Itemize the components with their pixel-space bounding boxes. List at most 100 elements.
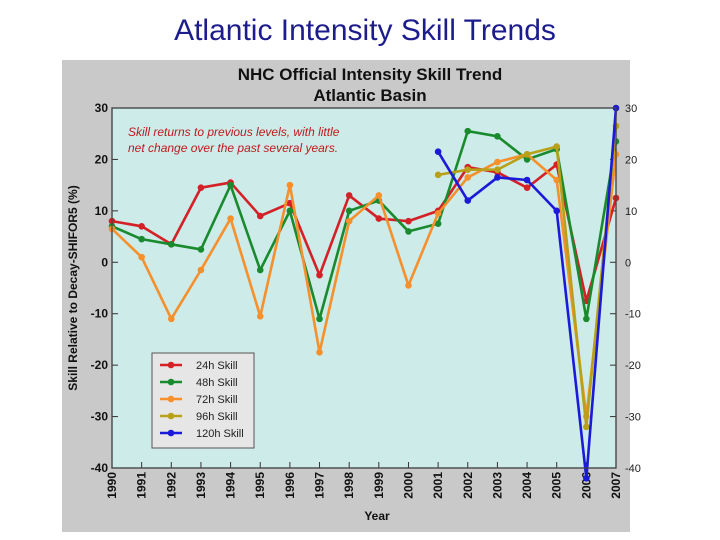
y-tick-label-right: 10 [625, 206, 637, 218]
legend-label: 120h Skill [196, 428, 244, 440]
x-tick-label: 1993 [194, 472, 208, 499]
legend-marker [167, 412, 175, 420]
data-point-48h-skill [464, 127, 472, 135]
x-tick-label: 2006 [579, 472, 593, 499]
y-tick-label-right: -40 [625, 463, 641, 475]
data-point-96h-skill [553, 143, 561, 150]
legend-label: 24h Skill [196, 360, 238, 372]
data-point-48h-skill [523, 156, 531, 163]
x-tick-label: 1995 [253, 472, 267, 499]
data-point-48h-skill [405, 228, 412, 235]
x-tick-label: 2007 [609, 472, 623, 499]
data-point-48h-skill [256, 266, 264, 274]
data-point-96h-skill [494, 166, 501, 174]
legend-marker [167, 378, 175, 386]
data-point-48h-skill [583, 315, 590, 323]
y-tick-label: -30 [91, 410, 109, 424]
data-point-96h-skill [523, 150, 531, 158]
data-point-24h-skill [197, 184, 205, 192]
data-point-48h-skill [138, 235, 145, 243]
x-axis-label: Year [364, 509, 390, 523]
x-tick-label: 2003 [490, 472, 504, 499]
data-point-48h-skill [345, 207, 353, 215]
x-tick-label: 2005 [550, 472, 564, 499]
annotation-line-1: Skill returns to previous levels, with l… [128, 125, 340, 139]
data-point-48h-skill [316, 315, 323, 323]
x-tick-label: 2000 [401, 472, 415, 499]
data-point-48h-skill [167, 240, 175, 248]
chart-title: NHC Official Intensity Skill Trend [238, 65, 503, 84]
data-point-72h-skill [227, 215, 234, 222]
data-point-120h-skill [523, 176, 531, 184]
y-tick-label: -10 [91, 307, 109, 321]
y-tick-label-right: -20 [625, 360, 641, 372]
legend-label: 72h Skill [196, 394, 238, 406]
data-point-72h-skill [256, 312, 264, 320]
data-point-96h-skill [583, 423, 590, 431]
y-tick-label: -20 [91, 358, 109, 372]
data-point-72h-skill [286, 181, 294, 189]
data-point-48h-skill [197, 246, 205, 253]
legend-marker [167, 395, 175, 403]
y-tick-label-right: -30 [625, 412, 641, 424]
x-tick-label: 1999 [372, 472, 386, 499]
y-tick-label-right: 0 [625, 257, 631, 269]
data-point-24h-skill [345, 192, 353, 199]
legend: 24h Skill 48h Skill 72h Skill 96h Skill 120h… [151, 352, 255, 449]
data-point-48h-skill [494, 132, 501, 140]
annotation-line-2: net change over the past several years. [128, 141, 338, 155]
x-tick-label: 1996 [283, 472, 297, 499]
chart-subtitle: Atlantic Basin [313, 86, 426, 105]
y-tick-label-right: -10 [625, 309, 641, 321]
x-tick-label: 1998 [342, 472, 356, 499]
plot-border [111, 107, 617, 469]
legend-marker [167, 361, 175, 369]
y-tick-label: -40 [91, 461, 109, 475]
x-tick-label: 2002 [461, 472, 475, 499]
data-point-72h-skill [345, 217, 353, 225]
data-point-72h-skill [316, 348, 323, 356]
x-tick-label: 1991 [135, 472, 149, 499]
y-tick-label-right: 20 [625, 154, 637, 166]
data-point-96h-skill [434, 171, 442, 179]
data-point-72h-skill [138, 253, 145, 261]
y-tick-label: 30 [95, 101, 109, 115]
x-tick-label: 1990 [105, 472, 119, 499]
data-point-24h-skill [316, 271, 323, 279]
data-point-48h-skill [286, 207, 294, 215]
y-tick-label-right: 30 [625, 103, 637, 115]
data-point-72h-skill [197, 266, 205, 274]
slide-title: Atlantic Intensity Skill Trends [174, 14, 556, 47]
data-point-24h-skill [256, 212, 264, 220]
data-point-72h-skill [553, 176, 561, 184]
data-point-24h-skill [138, 222, 145, 230]
legend-label: 96h Skill [196, 411, 238, 423]
x-tick-label: 1997 [313, 472, 327, 499]
data-point-48h-skill [434, 220, 442, 228]
y-tick-label: 0 [101, 255, 108, 269]
data-point-24h-skill [523, 184, 531, 192]
data-point-96h-skill [464, 166, 472, 174]
y-tick-label: 20 [95, 152, 109, 166]
data-point-24h-skill [405, 217, 412, 225]
legend-marker [167, 429, 175, 437]
legend-label: 48h Skill [196, 377, 238, 389]
data-point-72h-skill [464, 174, 472, 181]
x-tick-label: 1994 [224, 472, 238, 499]
data-point-120h-skill [583, 474, 590, 482]
data-point-72h-skill [434, 210, 442, 217]
y-axis-label: Skill Relative to Decay-SHIFOR5 (%) [66, 185, 80, 390]
data-point-120h-skill [494, 174, 501, 181]
data-point-72h-skill [494, 158, 501, 166]
data-point-120h-skill [434, 148, 442, 156]
x-tick-label: 1992 [164, 472, 178, 499]
data-point-120h-skill [553, 207, 561, 215]
data-point-72h-skill [375, 192, 383, 199]
data-point-72h-skill [405, 282, 412, 289]
data-point-24h-skill [375, 215, 383, 222]
series-96h-skill [434, 122, 620, 431]
y-tick-label: 10 [95, 204, 109, 218]
x-tick-label: 2004 [520, 472, 534, 499]
data-point-120h-skill [464, 197, 472, 204]
